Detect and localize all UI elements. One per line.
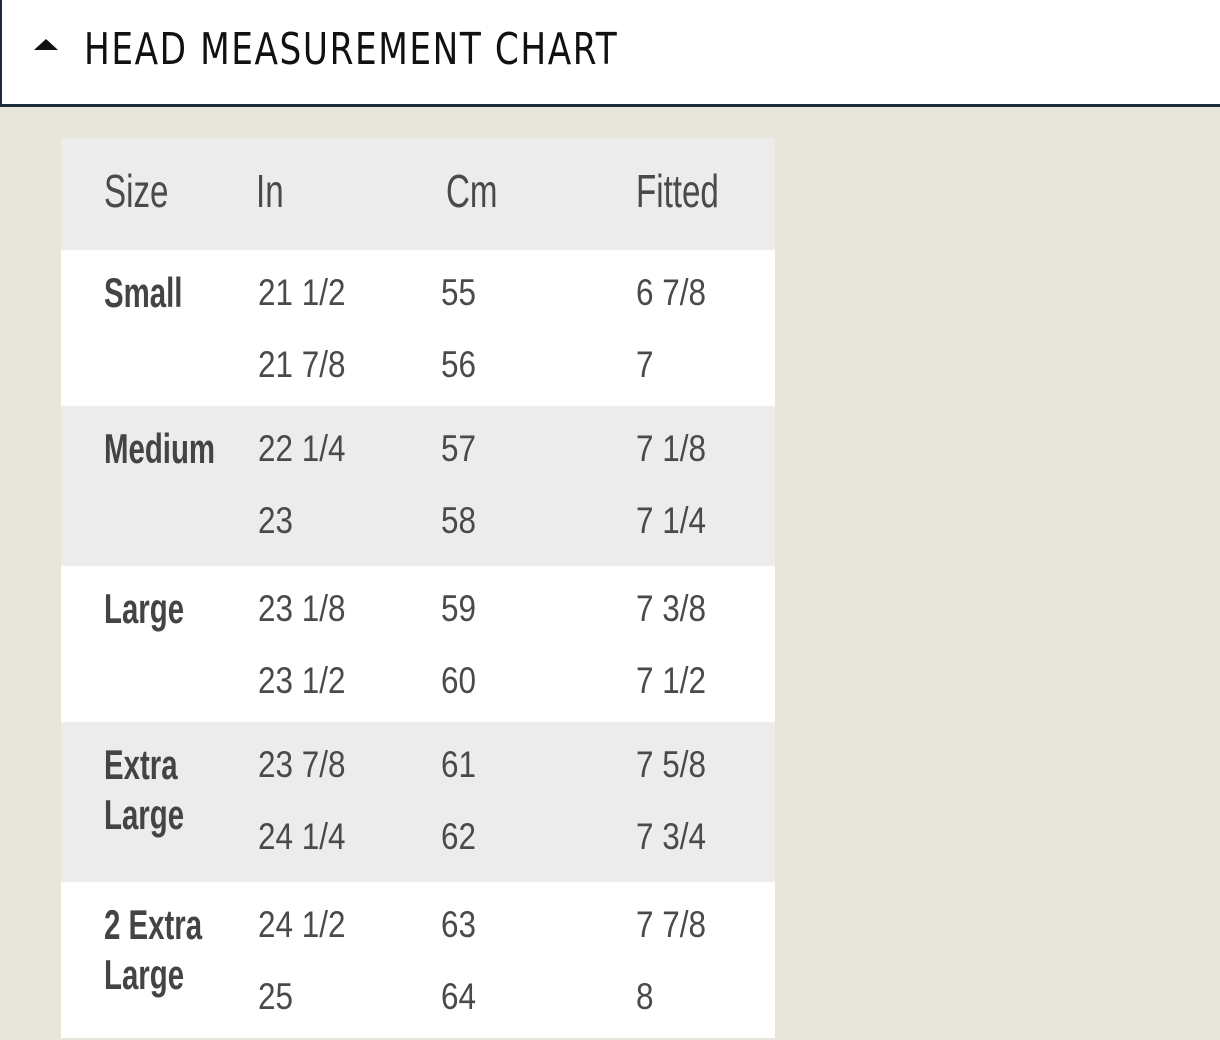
inches-value: 24 1/4: [258, 816, 346, 857]
size-chart-table: Size In Cm Fitted Small 21 1/2 55 6 7/8 21 7…: [61, 138, 775, 1038]
inches-value: 23 7/8: [258, 744, 346, 785]
size-group-row: Small 21 1/2 55 6 7/8 21 7/8 56 7: [61, 250, 775, 406]
cm-value: 63: [441, 904, 476, 945]
fitted-value: 8: [636, 976, 654, 1017]
fitted-value: 7 1/8: [636, 428, 706, 469]
header-in: In: [256, 165, 284, 217]
size-label: Small: [104, 269, 183, 316]
accordion-header-head-measurement-chart[interactable]: HEAD MEASUREMENT CHART: [0, 0, 1220, 107]
size-label: Large: [104, 585, 185, 632]
size-label: 2 Extra Large: [104, 901, 203, 998]
section-title: HEAD MEASUREMENT CHART: [84, 24, 619, 75]
fitted-value: 7 1/2: [636, 660, 706, 701]
fitted-value: 7 3/4: [636, 816, 706, 857]
size-label: Medium: [104, 425, 216, 472]
size-group-row: Large 23 1/8 59 7 3/8 23 1/2 60 7 1/2: [61, 566, 775, 722]
cm-value: 60: [441, 660, 476, 701]
cm-value: 64: [441, 976, 476, 1017]
cm-value: 55: [441, 272, 476, 313]
size-group-row: Medium 22 1/4 57 7 1/8 23 58 7 1/4: [61, 406, 775, 566]
caret-up-icon: [34, 39, 58, 50]
fitted-value: 7 1/4: [636, 500, 706, 541]
inches-value: 23: [258, 500, 293, 541]
inches-value: 23 1/8: [258, 588, 346, 629]
inches-value: 22 1/4: [258, 428, 346, 469]
inches-value: 21 7/8: [258, 344, 346, 385]
fitted-value: 7 7/8: [636, 904, 706, 945]
cm-value: 61: [441, 744, 476, 785]
cm-value: 59: [441, 588, 476, 629]
inches-value: 21 1/2: [258, 272, 346, 313]
fitted-value: 7 5/8: [636, 744, 706, 785]
header-cm: Cm: [446, 165, 498, 217]
cm-value: 62: [441, 816, 476, 857]
fitted-value: 7: [636, 344, 654, 385]
cm-value: 56: [441, 344, 476, 385]
inches-value: 23 1/2: [258, 660, 346, 701]
inches-value: 24 1/2: [258, 904, 346, 945]
fitted-value: 7 3/8: [636, 588, 706, 629]
cm-value: 58: [441, 500, 476, 541]
size-label: Extra Large: [104, 741, 185, 838]
size-group-row: Extra Large 23 7/8 61 7 5/8 24 1/4 62 7 3/4: [61, 722, 775, 882]
fitted-value: 6 7/8: [636, 272, 706, 313]
size-group-row: 2 Extra Large 24 1/2 63 7 7/8 25 64 8: [61, 882, 775, 1038]
table-header-row: Size In Cm Fitted: [61, 138, 775, 250]
inches-value: 25: [258, 976, 293, 1017]
header-size: Size: [104, 165, 169, 217]
header-fitted: Fitted: [636, 165, 719, 217]
cm-value: 57: [441, 428, 476, 469]
